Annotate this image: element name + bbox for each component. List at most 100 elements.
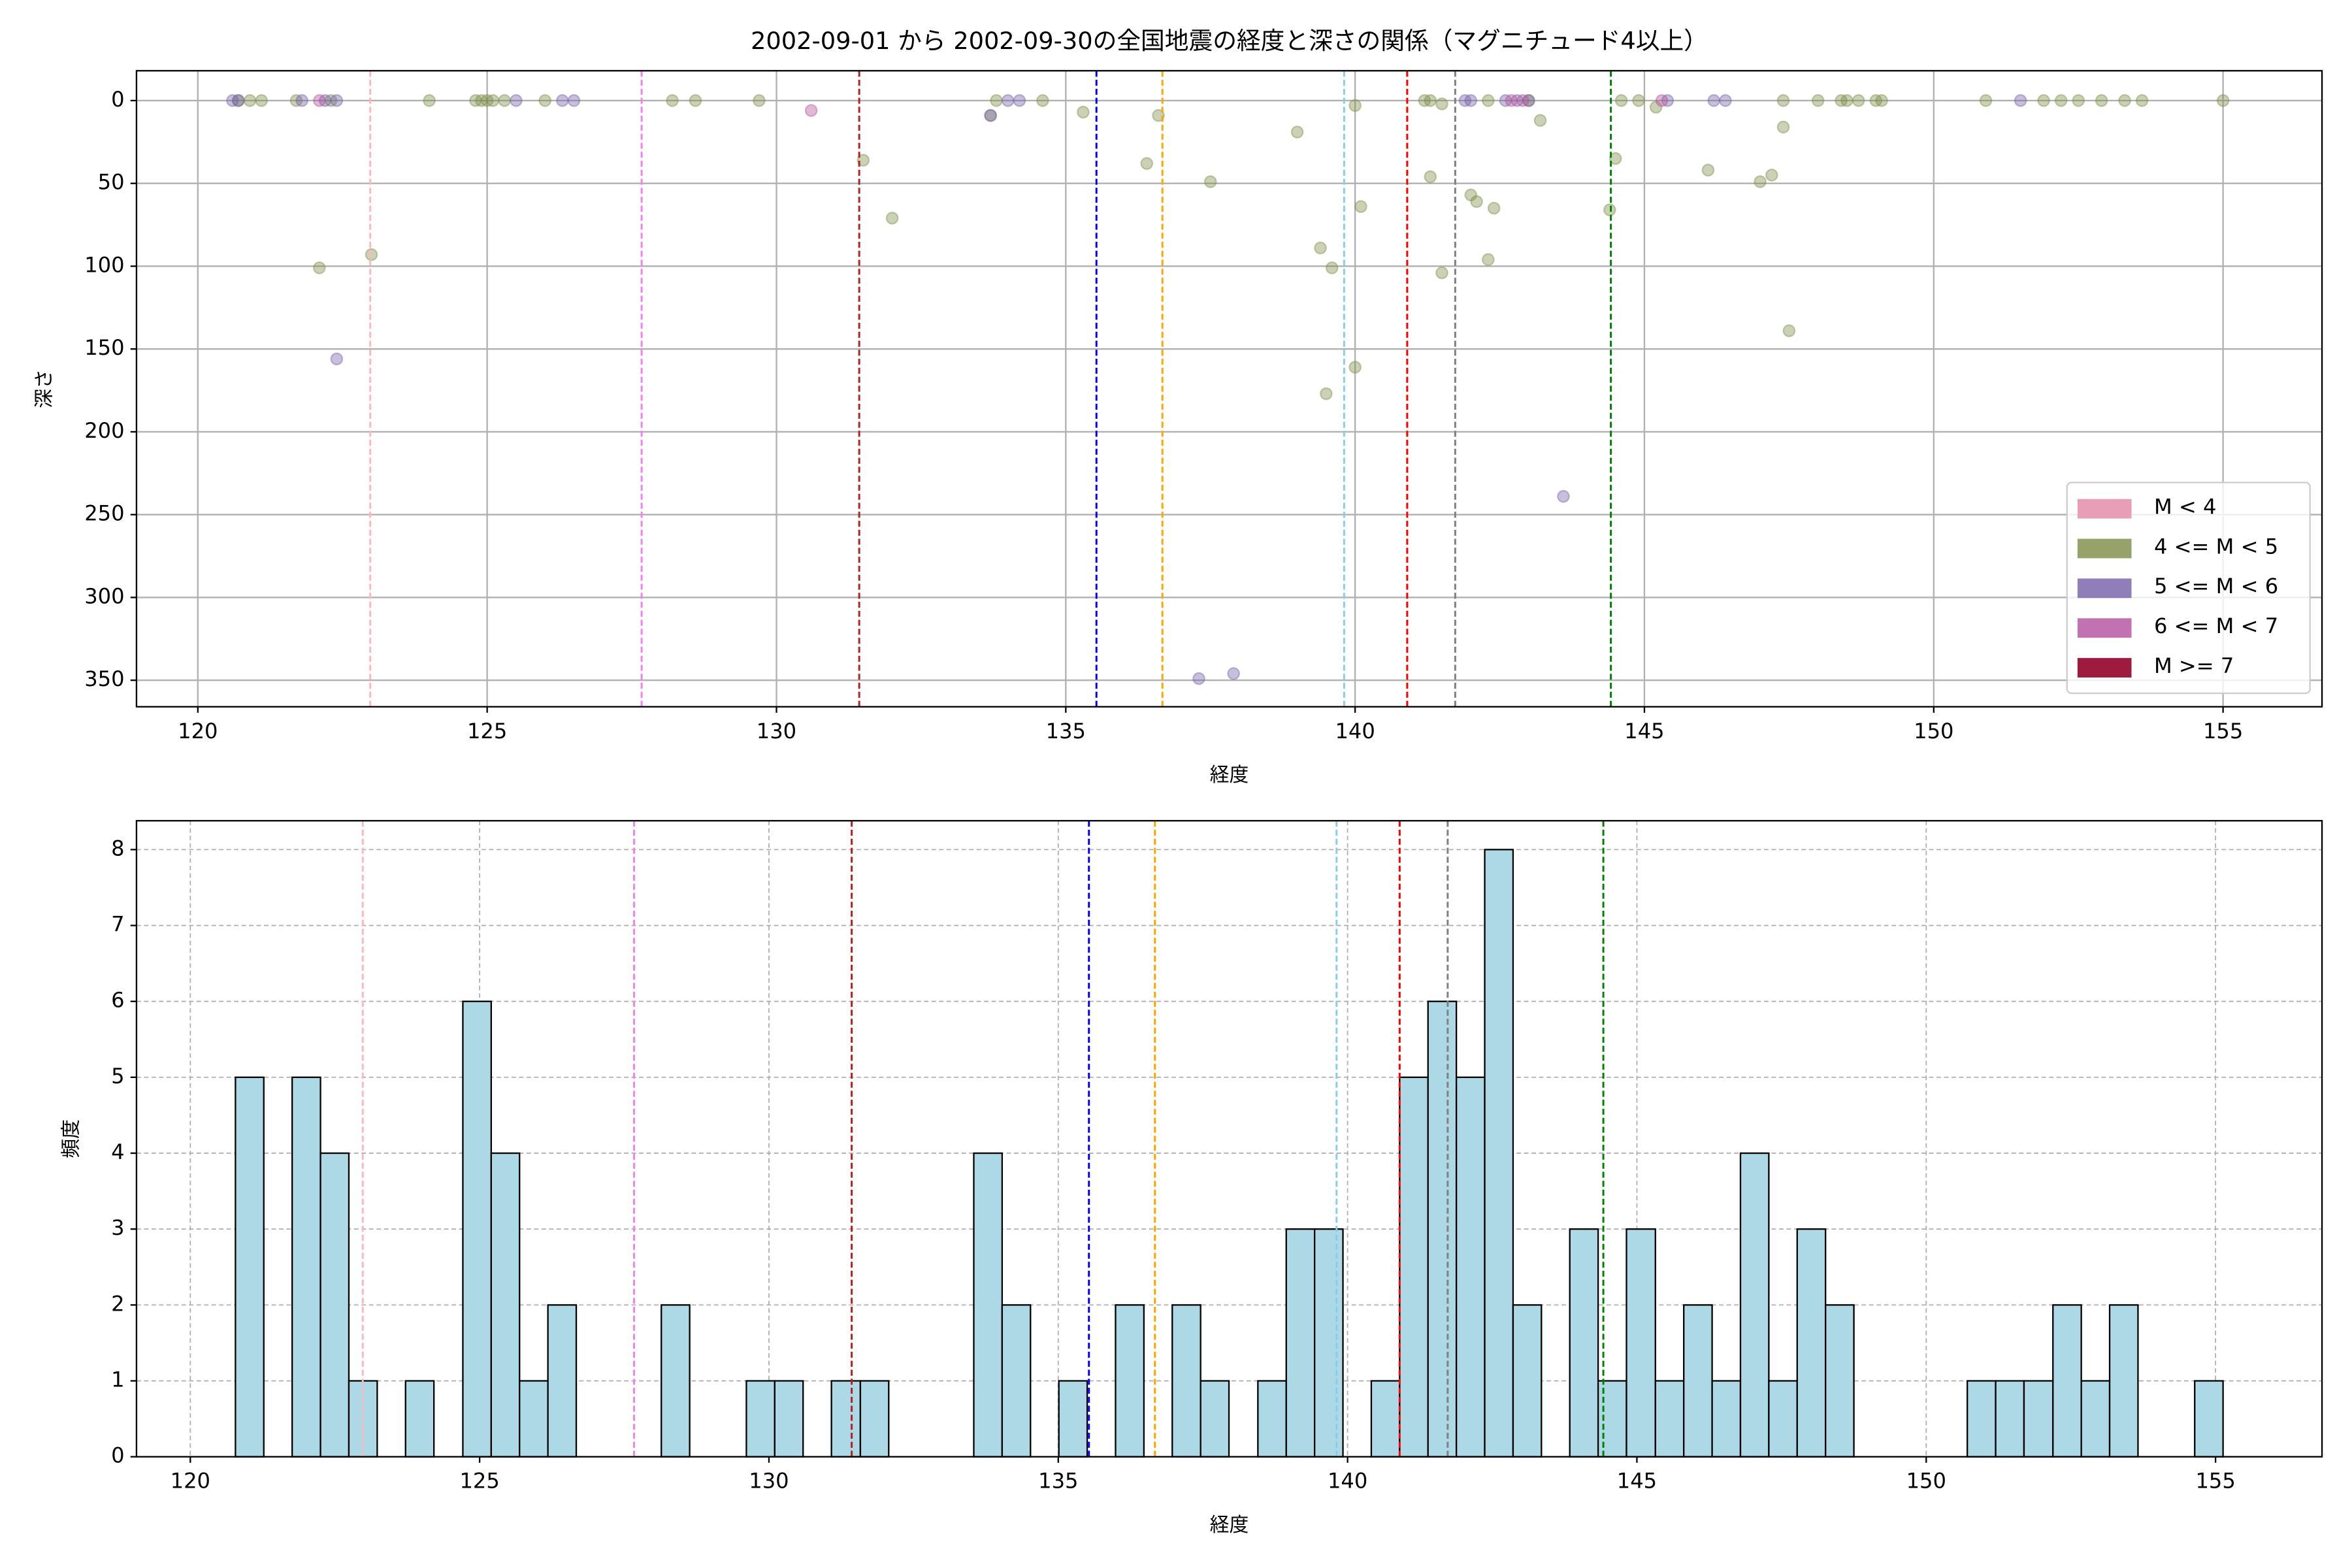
y-tick-label: 350 [84, 666, 124, 691]
point [2118, 94, 2131, 107]
x-tick-label: 155 [2203, 719, 2243, 743]
bar [1739, 1152, 1770, 1458]
y-tick-label: 2 [111, 1291, 124, 1316]
point [1424, 170, 1437, 184]
bar [319, 1152, 350, 1458]
point [1707, 94, 1721, 107]
x-tick-label: 145 [1624, 719, 1664, 743]
bar [1625, 1228, 1656, 1458]
bar [1569, 1228, 1599, 1458]
x-tick-label: 135 [1038, 1469, 1078, 1494]
point [1470, 195, 1483, 208]
point [567, 94, 581, 107]
point [1227, 667, 1241, 680]
point [990, 94, 1003, 107]
bar [2023, 1380, 2054, 1458]
point [1481, 253, 1495, 267]
point [1354, 200, 1367, 214]
point [1614, 94, 1628, 107]
bar [1171, 1304, 1201, 1458]
point [1811, 94, 1825, 107]
y-tick-label: 150 [84, 335, 124, 360]
y-axis-label: 深さ [33, 369, 56, 408]
point [1655, 94, 1669, 107]
bar [547, 1304, 578, 1458]
bar [1711, 1380, 1742, 1458]
legend-swatch [2077, 498, 2132, 519]
point [1505, 94, 1518, 107]
point [1458, 94, 1472, 107]
x-tick-label: 150 [1906, 1469, 1946, 1494]
point [1319, 387, 1333, 400]
bar [1200, 1380, 1230, 1458]
point [330, 94, 344, 107]
x-tick-label: 130 [749, 1469, 789, 1494]
bar [1399, 1076, 1429, 1458]
y-tick-label: 100 [84, 252, 124, 277]
legend-label: 6 <= M < 7 [2154, 613, 2278, 638]
point [1464, 94, 1478, 107]
point [1487, 201, 1501, 215]
point [1481, 94, 1495, 107]
point [1782, 324, 1796, 338]
point [2037, 94, 2050, 107]
x-axis-label: 経度 [1210, 764, 1249, 787]
bar [1370, 1380, 1401, 1458]
point [1290, 125, 1304, 139]
y-axis-label: 頻度 [60, 1119, 83, 1158]
y-tick-label: 4 [111, 1139, 124, 1164]
point [498, 94, 512, 107]
y-tick-label: 0 [111, 1443, 124, 1468]
y-tick-label: 7 [111, 912, 124, 937]
bar [1001, 1304, 1032, 1458]
point [1776, 120, 1790, 134]
point [1719, 94, 1732, 107]
x-tick-label: 140 [1335, 719, 1375, 743]
y-tick-label: 6 [111, 988, 124, 1013]
legend-swatch [2077, 578, 2132, 598]
bar [462, 1000, 492, 1458]
x-tick-label: 150 [1914, 719, 1953, 743]
point [423, 94, 436, 107]
point [1632, 94, 1645, 107]
y-tick-label: 5 [111, 1064, 124, 1088]
point [312, 94, 326, 107]
point [1418, 94, 1431, 107]
bar [519, 1380, 549, 1458]
point [555, 94, 569, 107]
point [324, 94, 338, 107]
point [753, 94, 766, 107]
point [1533, 114, 1547, 127]
x-tick-label: 145 [1617, 1469, 1657, 1494]
bar [1995, 1380, 2025, 1458]
bar [1427, 1000, 1458, 1458]
x-tick-label: 120 [171, 1469, 210, 1494]
bar [745, 1380, 776, 1458]
plot-frame [135, 820, 2323, 1458]
point [510, 94, 523, 107]
legend-swatch [2077, 618, 2132, 638]
point [231, 94, 245, 107]
bar [830, 1380, 862, 1458]
y-tick-label: 300 [84, 583, 124, 608]
point [1036, 94, 1049, 107]
bar [1285, 1228, 1316, 1458]
point [1869, 94, 1883, 107]
point [1522, 94, 1535, 107]
legend-frame [2066, 482, 2311, 694]
x-tick-label: 140 [1328, 1469, 1367, 1494]
point [1557, 489, 1570, 503]
point [469, 94, 482, 107]
point [1013, 94, 1026, 107]
point [365, 248, 378, 261]
point [231, 94, 245, 107]
point [1001, 94, 1015, 107]
y-tick-label: 8 [111, 836, 124, 860]
point [1852, 94, 1865, 107]
bar [1967, 1380, 1997, 1458]
legend-label: 5 <= M < 6 [2154, 574, 2278, 598]
point [1152, 108, 1165, 122]
point [289, 94, 303, 107]
point [2216, 94, 2230, 107]
